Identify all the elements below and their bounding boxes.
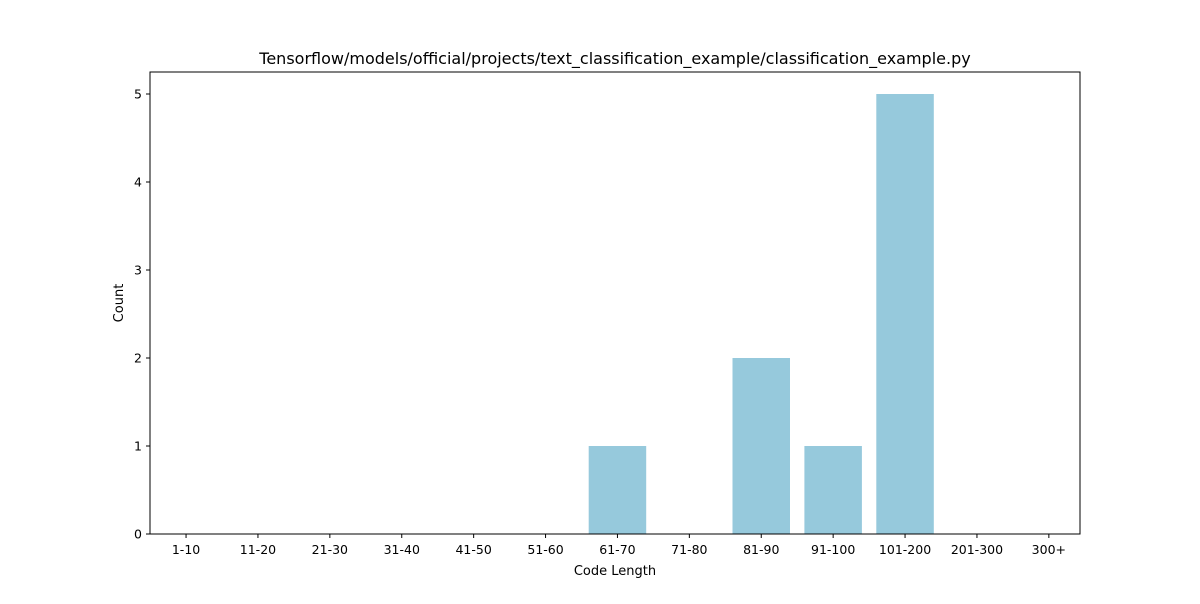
bar-81-90: [732, 358, 790, 534]
y-tick-label: 3: [134, 263, 142, 278]
x-axis: 1-10 11-20 21-30 31-40 41-50 51-60 61-70 71-80 8…: [172, 534, 1066, 557]
x-tick-label: 1-10: [172, 542, 200, 557]
bar-61-70: [588, 446, 647, 534]
y-tick-label: 5: [134, 87, 142, 102]
x-tick-label: 21-30: [312, 542, 348, 557]
y-axis-label: Count: [112, 284, 127, 323]
x-tick-label: 41-50: [455, 542, 491, 557]
x-tick-label: 31-40: [384, 542, 420, 557]
bar-91-100: [804, 446, 862, 534]
x-tick-label: 201-300: [951, 542, 1003, 557]
x-tick-label: 101-200: [879, 542, 931, 557]
bars-group: [588, 94, 934, 534]
x-tick-label: 61-70: [599, 542, 635, 557]
y-tick-label: 4: [134, 175, 142, 190]
plot-frame: [149, 71, 1081, 535]
y-tick-label: 1: [134, 439, 142, 454]
x-axis-label: Code Length: [574, 564, 656, 579]
x-tick-label: 51-60: [527, 542, 563, 557]
x-tick-label: 71-80: [671, 542, 707, 557]
x-tick-label: 11-20: [240, 542, 276, 557]
x-tick-label: 91-100: [811, 542, 855, 557]
y-tick-label: 0: [134, 527, 142, 542]
x-tick-label: 300+: [1032, 542, 1066, 557]
x-tick-label: 81-90: [743, 542, 779, 557]
y-axis: 0 1 2 3 4 5: [134, 87, 150, 542]
bar-101-200: [876, 94, 934, 534]
y-tick-label: 2: [134, 351, 142, 366]
chart-title: Tensorflow/models/official/projects/text…: [258, 49, 970, 69]
